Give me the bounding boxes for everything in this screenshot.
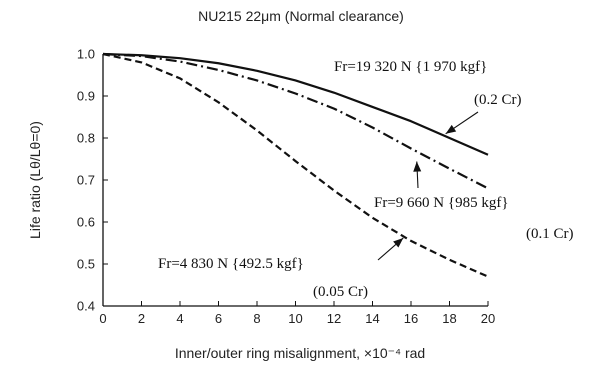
x-axis-label: Inner/outer ring misalignment, ×10⁻⁴ rad <box>175 345 425 361</box>
annotation-arrowhead-1 <box>413 161 422 172</box>
x-tick-label: 14 <box>365 311 379 326</box>
annotation-0-line1: Fr=19 320 N {1 970 kgf} <box>334 59 487 75</box>
series-line-0 <box>102 52 489 156</box>
y-tick-label: 0.4 <box>77 299 95 314</box>
annotation-0: Fr=19 320 N {1 970 kgf} (0.2 Cr) <box>334 59 522 108</box>
x-tick-label: 20 <box>481 311 495 326</box>
x-tick-label: 4 <box>176 311 183 326</box>
annotation-1-line2: (0.1 Cr) <box>526 226 574 242</box>
x-tick-label: 18 <box>442 311 456 326</box>
y-tick-label: 0.5 <box>77 257 95 272</box>
x-tick-label: 0 <box>99 311 106 326</box>
annotation-arrowhead-0 <box>445 124 457 134</box>
annotation-arrowhead-2 <box>393 237 404 248</box>
annotation-1: Fr=9 660 N {985 kgf} (0.1 Cr) <box>374 195 574 242</box>
y-tick-label: 0.6 <box>77 215 95 230</box>
x-tick-label: 2 <box>138 311 145 326</box>
series-group <box>102 52 489 278</box>
x-tick-label: 8 <box>253 311 260 326</box>
annotation-0-line2: (0.2 Cr) <box>474 92 522 108</box>
x-tick-label: 16 <box>404 311 418 326</box>
x-tick-label: 12 <box>327 311 341 326</box>
y-axis-label: Life ratio (Lθ/Lθ=0) <box>27 121 43 239</box>
series-line-1 <box>102 52 489 190</box>
y-tick-label: 0.8 <box>77 131 95 146</box>
annotation-2: Fr=4 830 N {492.5 kgf} (0.05 Cr) <box>158 256 368 300</box>
annotation-arrows <box>377 111 479 261</box>
annotation-2-line1: Fr=4 830 N {492.5 kgf} <box>158 256 304 272</box>
x-tick-label: 10 <box>288 311 302 326</box>
series-line-2 <box>102 52 489 278</box>
x-tick-label: 6 <box>215 311 222 326</box>
y-tick-label: 0.7 <box>77 173 95 188</box>
y-tick-label: 1.0 <box>77 47 95 62</box>
annotation-1-line1: Fr=9 660 N {985 kgf} <box>374 195 509 211</box>
chart-title: NU215 22μm (Normal clearance) <box>198 8 404 24</box>
y-tick-label: 0.9 <box>77 89 95 104</box>
annotation-2-line2: (0.05 Cr) <box>313 284 368 300</box>
axis-ticks: 0 2 4 6 8 10 12 14 16 18 20 0.4 0.5 0.6 0.7 0.8 0.9 1.0 <box>77 47 495 327</box>
